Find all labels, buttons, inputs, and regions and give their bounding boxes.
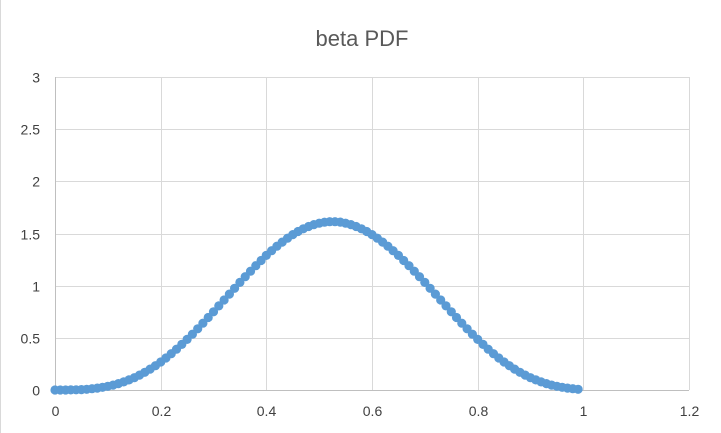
data-point bbox=[573, 384, 583, 394]
x-tick-label: 1 bbox=[580, 403, 588, 419]
data-point bbox=[219, 295, 229, 305]
y-tick-label: 2 bbox=[32, 174, 40, 190]
data-point bbox=[230, 283, 240, 293]
data-point bbox=[214, 301, 224, 311]
y-tick-label: 0 bbox=[32, 383, 40, 399]
data-points bbox=[50, 217, 583, 395]
data-point bbox=[441, 301, 451, 311]
x-tick-label: 0.6 bbox=[363, 403, 383, 419]
x-tick-label: 0.8 bbox=[469, 403, 489, 419]
chart-title: beta PDF bbox=[316, 26, 409, 51]
data-point bbox=[208, 307, 219, 317]
x-tick-label: 0.4 bbox=[257, 403, 277, 419]
data-point bbox=[430, 289, 440, 299]
y-tick-label: 1.5 bbox=[21, 227, 41, 243]
data-point bbox=[420, 277, 430, 287]
y-tick-label: 3 bbox=[32, 70, 40, 86]
gridlines bbox=[55, 77, 690, 390]
y-tick-label: 2.5 bbox=[21, 122, 41, 138]
x-tick-label: 0 bbox=[52, 403, 60, 419]
y-tick-label: 0.5 bbox=[21, 331, 41, 347]
x-tick-label: 1.2 bbox=[680, 403, 700, 419]
tick-labels: 0 0.5 1 1.5 2 2.5 3 0 0.2 0.4 0.6 0.8 1 1.2 bbox=[21, 70, 700, 420]
axes bbox=[55, 77, 689, 391]
data-point bbox=[425, 283, 435, 293]
x-tick-label: 0.2 bbox=[152, 403, 172, 419]
y-tick-label: 1 bbox=[32, 279, 40, 295]
data-point bbox=[436, 295, 446, 305]
